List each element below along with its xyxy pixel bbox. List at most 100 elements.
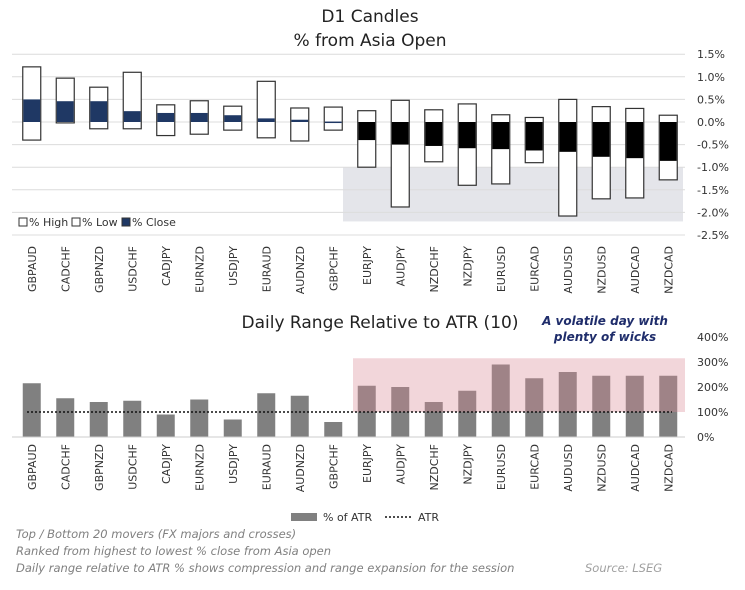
x-tick-label: GBPCHF	[327, 444, 340, 489]
top-chart-title: D1 Candles	[321, 7, 418, 27]
candle-close-USDCHF	[123, 111, 141, 122]
bar-AUDUSD	[558, 372, 577, 437]
legend-swatch-bar	[291, 513, 317, 521]
x-tick-label: CADJPY	[160, 246, 173, 286]
legend-label: % Low	[82, 216, 118, 229]
source-label: Source: LSEG	[585, 561, 663, 575]
bar-USDJPY	[223, 419, 242, 437]
x-tick-label: GBPAUD	[26, 246, 39, 292]
x-tick-label: NZDJPY	[461, 444, 474, 485]
candle-close-CADJPY	[157, 112, 175, 122]
bar-AUDCAD	[625, 375, 644, 437]
x-tick-label: EURJPY	[361, 444, 374, 483]
x-tick-label: GBPAUD	[26, 444, 39, 490]
bar-GBPNZD	[89, 402, 108, 437]
candle-close-USDJPY	[224, 115, 242, 122]
candle-range-AUDUSD	[558, 98, 578, 217]
x-tick-label: USDJPY	[227, 246, 240, 286]
x-tick-label: AUDCAD	[629, 444, 642, 492]
y-tick-label: 1.0%	[697, 71, 725, 84]
y-tick-label: 400%	[697, 331, 728, 344]
candle-range-AUDNZD	[290, 107, 310, 142]
x-tick-label: EURCAD	[528, 246, 541, 292]
footer-line-2: Ranked from highest to lowest % close fr…	[16, 544, 332, 558]
bar-EURAUD	[257, 393, 276, 437]
x-tick-label: EURCAD	[528, 444, 541, 490]
y-tick-label: 300%	[697, 356, 728, 369]
annotation-line-2: plenty of wicks	[553, 330, 656, 344]
candle-close-EURJPY	[358, 122, 376, 141]
x-tick-label: AUDCAD	[629, 246, 642, 294]
footer-line-3: Daily range relative to ATR % shows comp…	[16, 561, 515, 575]
x-tick-label: EURUSD	[495, 246, 508, 292]
candle-close-NZDJPY	[458, 122, 476, 149]
bar-USDCHF	[123, 400, 142, 437]
x-tick-label: NZDCAD	[662, 444, 675, 492]
x-tick-label: EURJPY	[361, 246, 374, 285]
candle-range-AUDJPY	[390, 99, 410, 208]
x-tick-label: EURUSD	[495, 444, 508, 490]
bar-NZDUSD	[592, 375, 611, 437]
legend-label: ATR	[418, 511, 439, 524]
bar-EURUSD	[491, 364, 510, 437]
candle-close-GBPCHF	[324, 121, 342, 124]
bar-CADCHF	[56, 398, 75, 437]
x-tick-label: AUDUSD	[562, 246, 575, 294]
x-tick-label: EURAUD	[260, 444, 273, 490]
x-tick-label: EURAUD	[260, 246, 273, 292]
candle-close-AUDCAD	[626, 122, 644, 159]
footer-line-1: Top / Bottom 20 movers (FX majors and cr…	[16, 527, 297, 541]
y-tick-label: -1.5%	[697, 184, 729, 197]
candle-close-NZDCHF	[425, 122, 443, 146]
x-tick-label: GBPNZD	[93, 444, 106, 491]
x-tick-label: AUDJPY	[394, 444, 407, 485]
candle-close-GBPAUD	[23, 99, 41, 122]
y-tick-label: -2.5%	[697, 229, 729, 242]
legend-swatch	[121, 217, 131, 227]
x-tick-label: EURNZD	[193, 246, 206, 293]
candle-close-EURAUD	[257, 118, 275, 122]
y-tick-label: 1.5%	[697, 48, 725, 61]
candle-close-EURNZD	[190, 112, 208, 122]
candle-close-NZDCAD	[659, 122, 677, 161]
x-tick-label: NZDCHF	[428, 246, 441, 293]
candle-close-AUDNZD	[291, 119, 309, 122]
x-tick-label: USDJPY	[227, 444, 240, 484]
y-tick-label: 100%	[697, 406, 728, 419]
annotation-line-1: A volatile day with	[541, 314, 668, 328]
candle-close-EURUSD	[492, 122, 510, 150]
x-tick-label: NZDUSD	[595, 246, 608, 294]
x-tick-label: CADCHF	[59, 246, 72, 292]
y-tick-label: -2.0%	[697, 206, 729, 219]
bar-EURCAD	[525, 378, 544, 437]
x-tick-label: AUDNZD	[294, 444, 307, 492]
candle-range-GBPCHF	[323, 106, 343, 131]
legend-label: % High	[29, 216, 68, 229]
x-tick-label: EURNZD	[193, 444, 206, 491]
y-tick-label: -1.0%	[697, 161, 729, 174]
bar-AUDNZD	[290, 395, 309, 437]
highlight-band	[353, 358, 685, 412]
legend-swatch	[71, 217, 81, 227]
y-tick-label: 0.0%	[697, 116, 725, 129]
x-tick-label: GBPNZD	[93, 246, 106, 293]
y-tick-label: -0.5%	[697, 139, 729, 152]
y-tick-label: 0%	[697, 431, 714, 444]
candle-close-AUDUSD	[559, 122, 577, 152]
candle-close-CADCHF	[56, 101, 74, 122]
legend-label: % Close	[132, 216, 176, 229]
candle-close-EURCAD	[525, 122, 543, 151]
bar-EURNZD	[190, 399, 209, 437]
candle-close-AUDJPY	[391, 122, 409, 145]
legend-swatch	[18, 217, 28, 227]
bar-NZDCHF	[424, 402, 443, 437]
x-tick-label: NZDCHF	[428, 444, 441, 491]
x-tick-label: AUDNZD	[294, 246, 307, 294]
x-tick-label: USDCHF	[126, 444, 139, 490]
x-tick-label: USDCHF	[126, 246, 139, 292]
candle-close-NZDUSD	[592, 122, 610, 157]
legend-label: % of ATR	[323, 511, 372, 524]
candle-range-EURAUD	[256, 80, 276, 139]
bar-CADJPY	[156, 414, 175, 437]
